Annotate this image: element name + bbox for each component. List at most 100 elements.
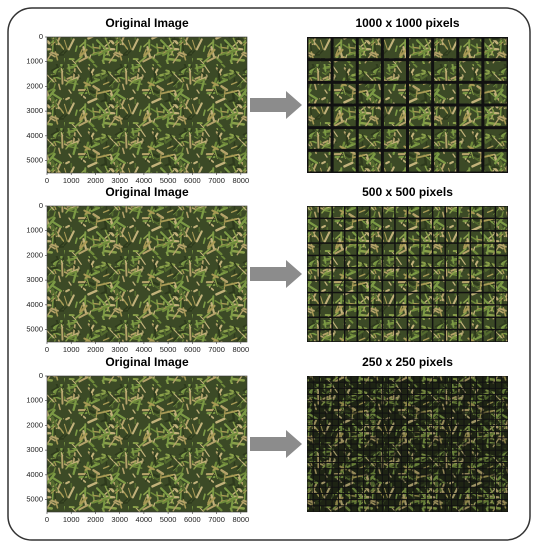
tile xyxy=(389,469,395,475)
tile xyxy=(489,413,495,419)
tile xyxy=(338,444,345,450)
tile xyxy=(484,106,507,127)
tile xyxy=(320,256,332,268)
tile xyxy=(477,376,483,382)
tile xyxy=(470,506,477,512)
tile xyxy=(470,432,477,438)
tile xyxy=(470,475,477,481)
tile xyxy=(326,500,332,506)
tile xyxy=(484,38,507,59)
tile xyxy=(376,438,382,444)
tile xyxy=(496,243,508,255)
tile xyxy=(439,413,445,419)
arrow xyxy=(250,430,302,458)
tile xyxy=(483,419,489,425)
tile xyxy=(395,493,401,500)
tile xyxy=(401,450,407,456)
tile xyxy=(357,413,364,419)
tile xyxy=(370,481,376,487)
tile xyxy=(483,425,489,432)
tile xyxy=(489,481,495,487)
tile xyxy=(414,382,420,388)
tile xyxy=(426,500,433,506)
tile xyxy=(434,151,457,172)
tile xyxy=(483,268,495,280)
tile xyxy=(395,456,401,463)
tile xyxy=(502,382,508,388)
tile xyxy=(376,413,382,419)
tile xyxy=(420,382,426,388)
tile xyxy=(358,330,370,342)
tile xyxy=(496,280,508,292)
x-tick-label: 2000 xyxy=(87,345,104,354)
tile xyxy=(458,395,464,401)
tile xyxy=(376,401,382,407)
tile xyxy=(395,481,401,487)
tile xyxy=(470,407,477,413)
tile xyxy=(320,500,326,506)
tile xyxy=(345,413,351,419)
tile xyxy=(389,425,395,432)
tile xyxy=(332,432,338,438)
tile xyxy=(420,444,426,450)
tile xyxy=(351,407,357,413)
tile xyxy=(502,388,508,395)
tile xyxy=(307,382,313,388)
tile xyxy=(439,450,445,456)
tile xyxy=(426,432,433,438)
tile xyxy=(395,256,407,268)
tile xyxy=(401,493,407,500)
tile xyxy=(382,438,389,444)
tile xyxy=(357,419,364,425)
tile xyxy=(414,413,420,419)
tile xyxy=(445,463,451,469)
tile xyxy=(370,395,376,401)
tile xyxy=(426,413,433,419)
tile xyxy=(458,268,470,280)
tile xyxy=(307,487,313,493)
tile xyxy=(395,268,407,280)
tile xyxy=(458,463,464,469)
tile xyxy=(345,388,351,395)
tile xyxy=(426,407,433,413)
tile xyxy=(458,481,464,487)
tile xyxy=(338,475,345,481)
tile xyxy=(408,395,414,401)
tile xyxy=(408,256,420,268)
tile xyxy=(495,432,502,438)
tile xyxy=(332,438,338,444)
tile xyxy=(464,506,470,512)
tile xyxy=(477,481,483,487)
tile xyxy=(439,432,445,438)
tile xyxy=(307,280,319,292)
tile xyxy=(408,206,420,218)
tile xyxy=(484,129,507,149)
tile xyxy=(332,500,338,506)
tile xyxy=(332,376,338,382)
tile xyxy=(408,419,414,425)
tile xyxy=(420,506,426,512)
tile xyxy=(358,268,370,280)
tile xyxy=(458,438,464,444)
tile xyxy=(357,475,364,481)
tile xyxy=(364,376,370,382)
tile xyxy=(383,83,406,104)
tile xyxy=(307,305,319,317)
tile xyxy=(370,506,376,512)
tile xyxy=(401,506,407,512)
tile xyxy=(357,450,364,456)
tile xyxy=(439,456,445,463)
tile xyxy=(395,395,401,401)
tile xyxy=(408,305,420,317)
tile xyxy=(477,463,483,469)
y-tick-label: 1000 xyxy=(26,57,43,66)
tile xyxy=(433,419,439,425)
tile xyxy=(489,463,495,469)
left-title: Original Image xyxy=(105,16,189,30)
tile-grid xyxy=(307,37,508,173)
tile xyxy=(426,438,433,444)
tile xyxy=(345,456,351,463)
x-tick-label: 4000 xyxy=(136,515,153,524)
tile xyxy=(332,280,344,292)
tile xyxy=(376,500,382,506)
